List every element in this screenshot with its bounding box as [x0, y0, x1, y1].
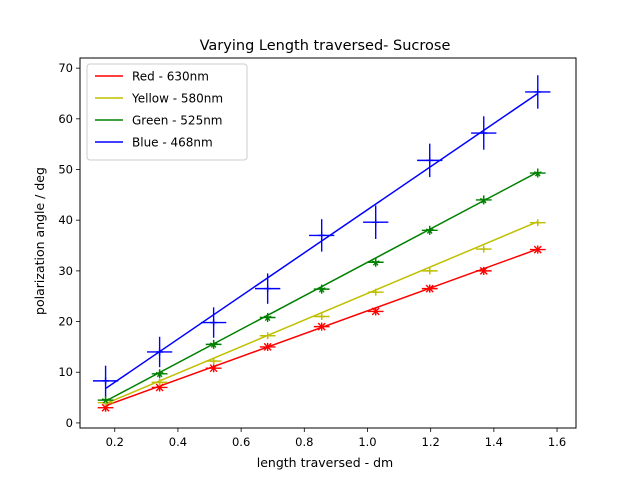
chart-title: Varying Length traversed- Sucrose — [200, 38, 451, 54]
legend-item: Red - 630nm — [95, 70, 209, 84]
data-point — [479, 196, 488, 204]
data-point — [425, 284, 434, 293]
data-point — [210, 357, 218, 365]
data-point — [480, 129, 488, 137]
data-point — [533, 169, 542, 177]
legend-label: Blue - 468nm — [132, 136, 213, 150]
data-point — [426, 267, 434, 275]
x-tick-label: 1.2 — [422, 435, 440, 449]
legend-item: Green - 525nm — [95, 114, 223, 128]
data-point — [480, 245, 488, 253]
y-tick-label: 60 — [58, 112, 73, 126]
data-point — [534, 88, 542, 96]
data-point — [317, 285, 326, 293]
data-point — [534, 219, 542, 227]
data-point — [101, 396, 110, 404]
data-point — [533, 245, 542, 254]
y-tick-label: 70 — [58, 61, 73, 75]
data-point — [372, 288, 380, 296]
y-tick-label: 40 — [58, 213, 73, 227]
x-tick-label: 0.6 — [232, 435, 250, 449]
data-point — [479, 266, 488, 275]
y-axis-ticks: 0 10 20 30 40 50 60 70 — [58, 61, 80, 430]
data-point — [209, 340, 218, 348]
data-point — [209, 364, 218, 373]
y-tick-label: 50 — [58, 163, 73, 177]
x-tick-label: 0.4 — [169, 435, 187, 449]
data-point — [426, 156, 434, 164]
data-point — [372, 218, 380, 226]
x-axis-label: length traversed - dm — [257, 455, 393, 470]
data-point — [318, 231, 326, 239]
data-point — [210, 319, 218, 327]
x-tick-label: 1.4 — [485, 435, 503, 449]
data-point — [156, 348, 164, 356]
data-point — [425, 226, 434, 234]
data-point — [264, 332, 272, 340]
axes-frame — [79, 57, 577, 429]
legend: Red - 630nm Yellow - 580nm Green - 525nm Bl… — [86, 63, 248, 161]
data-point — [263, 342, 272, 351]
x-tick-label: 0.2 — [106, 435, 124, 449]
data-point — [102, 377, 110, 385]
x-tick-label: 1.6 — [548, 435, 566, 449]
x-tick-label: 1.0 — [358, 435, 376, 449]
data-point — [263, 313, 272, 322]
legend-label: Yellow - 580nm — [131, 92, 223, 106]
data-point — [318, 312, 326, 320]
legend-label: Red - 630nm — [132, 70, 209, 84]
y-tick-label: 0 — [66, 416, 73, 430]
legend-item: Yellow - 580nm — [95, 92, 223, 106]
fit-line — [105, 221, 539, 405]
data-point — [101, 403, 110, 412]
data-point — [371, 258, 380, 266]
legend-box — [86, 63, 248, 161]
data-point — [156, 378, 164, 386]
data-point — [155, 383, 164, 392]
plot-area — [92, 75, 551, 412]
x-tick-label: 0.8 — [295, 435, 313, 449]
data-point — [317, 322, 326, 331]
legend-label: Green - 525nm — [132, 114, 223, 128]
data-point — [155, 369, 164, 378]
y-tick-label: 20 — [58, 315, 73, 329]
data-point — [264, 285, 272, 293]
data-markers — [101, 88, 542, 412]
data-point — [371, 307, 380, 316]
y-tick-label: 30 — [58, 264, 73, 278]
y-tick-label: 10 — [58, 365, 73, 379]
y-axis-label: polarization angle / deg — [32, 167, 47, 315]
legend-item: Blue - 468nm — [95, 136, 213, 150]
x-axis-ticks: 0.2 0.4 0.6 0.8 1.0 1.2 1.4 1.6 — [106, 428, 566, 449]
